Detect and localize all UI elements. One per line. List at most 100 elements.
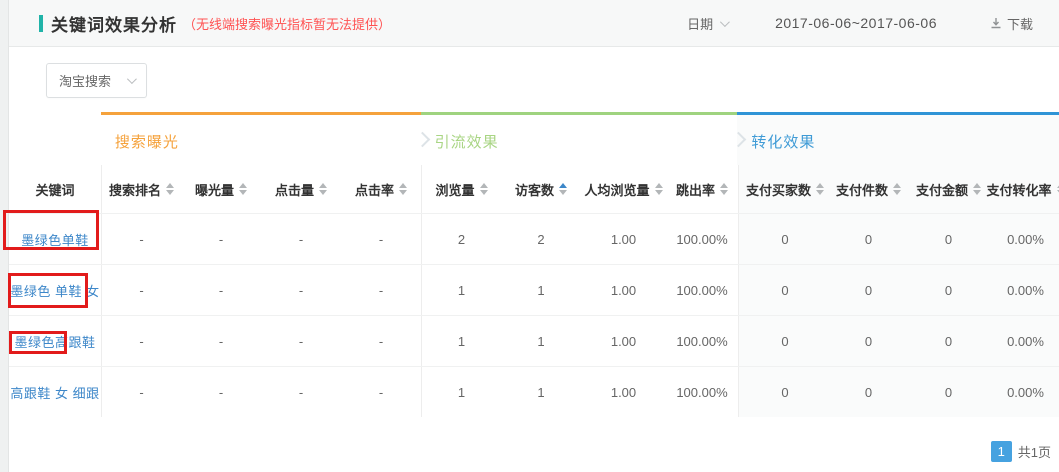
keyword-link[interactable]: 墨绿色高跟鞋: [14, 334, 96, 350]
cell-pageviews: 1: [421, 265, 501, 315]
cell-paid-conversion: 0.00%: [991, 316, 1059, 366]
date-dropdown[interactable]: 日期: [687, 14, 730, 33]
cell-visitors: 1: [537, 384, 545, 400]
col-header-keyword: 关键词: [35, 182, 75, 198]
title-accent-bar: [39, 14, 43, 32]
group-conversion-effect: 转化效果: [731, 112, 1059, 165]
cell-paid-amount: 0: [906, 214, 991, 264]
page-1-button[interactable]: 1: [990, 441, 1012, 462]
keyword-link[interactable]: 墨绿色 单鞋 女: [10, 283, 100, 299]
col-header-paid-buyers[interactable]: 支付买家数: [738, 165, 831, 213]
col-header-ctr[interactable]: 点击率: [341, 165, 421, 213]
cell-bounce-rate: 100.00%: [676, 231, 728, 247]
cell-pageviews: 2: [421, 214, 501, 264]
cell-ctr: -: [378, 333, 384, 349]
cell-paid-amount: 0: [906, 316, 991, 366]
keyword-link[interactable]: 墨绿色单鞋: [21, 232, 89, 248]
cell-search-rank: -: [101, 367, 181, 417]
cell-impressions: -: [218, 384, 224, 400]
sort-icon[interactable]: [166, 183, 174, 195]
sort-icon[interactable]: [816, 183, 824, 195]
sort-icon[interactable]: [720, 183, 728, 195]
cell-paid-items: 0: [831, 214, 906, 264]
sort-icon[interactable]: [893, 183, 901, 195]
table-row: 墨绿色单鞋 - - - - 2 2 1.00 100.00% 0 0 0 0.0…: [9, 213, 1059, 264]
group-search-exposure: 搜索曝光: [100, 112, 421, 165]
cell-paid-conversion: 0.00%: [991, 265, 1059, 315]
cell-paid-items: 0: [831, 367, 906, 417]
sort-icon[interactable]: [399, 183, 407, 195]
sort-icon[interactable]: [1056, 183, 1059, 195]
cell-paid-items: 0: [831, 265, 906, 315]
page-total-label: 共1页: [1017, 445, 1051, 460]
col-header-impressions[interactable]: 曝光量: [181, 165, 261, 213]
cell-bounce-rate: 100.00%: [676, 333, 728, 349]
keyword-cell: 墨绿色 单鞋 女: [9, 265, 101, 315]
cell-avg-pageviews: 1.00: [610, 333, 637, 349]
chevron-down-icon: [720, 16, 730, 27]
channel-select[interactable]: 淘宝搜索: [46, 63, 147, 98]
cell-pageviews: 1: [421, 316, 501, 366]
chevron-down-icon: [126, 74, 137, 85]
cell-paid-buyers: 0: [738, 316, 831, 366]
table-header-row: 关键词 搜索排名 曝光量 点击量 点击率 浏览量 访客数 人均浏览量 跳出率 支…: [9, 165, 1059, 213]
table-row: 墨绿色 单鞋 女 - - - - 1 1 1.00 100.00% 0 0 0 …: [9, 264, 1059, 315]
sort-icon[interactable]: [973, 183, 981, 195]
keyword-link[interactable]: 高跟鞋 女 细跟: [10, 385, 100, 401]
cell-paid-items: 0: [831, 316, 906, 366]
table-row: 墨绿色高跟鞋 - - - - 1 1 1.00 100.00% 0 0 0 0.…: [9, 315, 1059, 366]
filter-row: 淘宝搜索: [9, 47, 1059, 112]
cell-clicks: -: [298, 384, 304, 400]
pagination: 1 共1页: [990, 441, 1051, 462]
panel-titlebar: 关键词效果分析 （无线端搜索曝光指标暂无法提供） 日期 2017-06-06~2…: [9, 0, 1059, 47]
sort-icon[interactable]: [654, 183, 663, 195]
cell-ctr: -: [378, 231, 384, 247]
cell-visitors: 1: [537, 282, 545, 298]
keyword-cell: 墨绿色高跟鞋: [9, 316, 101, 366]
col-header-paid-items[interactable]: 支付件数: [831, 165, 906, 213]
cell-bounce-rate: 100.00%: [676, 282, 728, 298]
cell-search-rank: -: [101, 265, 181, 315]
group-label: 引流效果: [434, 134, 499, 151]
channel-select-value: 淘宝搜索: [59, 74, 112, 89]
sort-icon[interactable]: [319, 183, 327, 195]
download-label: 下载: [1006, 16, 1033, 32]
keyword-cell: 高跟鞋 女 细跟: [9, 367, 101, 417]
group-traffic-effect: 引流效果: [414, 112, 738, 165]
cell-ctr: -: [378, 282, 384, 298]
col-header-search-rank[interactable]: 搜索排名: [101, 165, 181, 213]
cell-avg-pageviews: 1.00: [610, 384, 637, 400]
sort-icon[interactable]: [479, 183, 488, 195]
cell-clicks: -: [298, 333, 304, 349]
table-row: 高跟鞋 女 细跟 - - - - 1 1 1.00 100.00% 0 0 0 …: [9, 366, 1059, 417]
col-header-paid-amount[interactable]: 支付金额: [906, 165, 991, 213]
cell-impressions: -: [218, 333, 224, 349]
cell-search-rank: -: [101, 316, 181, 366]
cell-paid-buyers: 0: [738, 265, 831, 315]
cell-search-rank: -: [101, 214, 181, 264]
sort-icon-active[interactable]: [559, 183, 567, 195]
cell-paid-conversion: 0.00%: [991, 214, 1059, 264]
group-label: 搜索曝光: [114, 134, 179, 151]
cell-clicks: -: [298, 282, 304, 298]
col-header-avg-pageviews[interactable]: 人均浏览量: [581, 165, 666, 213]
cell-paid-amount: 0: [906, 367, 991, 417]
keyword-cell: 墨绿色单鞋: [9, 214, 101, 264]
col-header-paid-conversion[interactable]: 支付转化率: [987, 165, 1059, 213]
cell-paid-buyers: 0: [738, 367, 831, 417]
download-button[interactable]: 下载: [989, 14, 1033, 33]
col-header-pageviews[interactable]: 浏览量: [421, 165, 501, 213]
group-label: 转化效果: [751, 134, 816, 151]
col-header-clicks[interactable]: 点击量: [261, 165, 341, 213]
cell-visitors: 2: [537, 231, 545, 247]
cell-clicks: -: [298, 231, 304, 247]
cell-pageviews: 1: [421, 367, 501, 417]
cell-avg-pageviews: 1.00: [610, 231, 637, 247]
date-range-value: 2017-06-06~2017-06-06: [775, 15, 937, 31]
cell-bounce-rate: 100.00%: [676, 384, 728, 400]
col-header-bounce-rate[interactable]: 跳出率: [666, 165, 738, 213]
col-header-visitors[interactable]: 访客数: [501, 165, 581, 213]
cell-visitors: 1: [537, 333, 545, 349]
metric-group-row: 搜索曝光 引流效果 转化效果: [9, 112, 1059, 165]
sort-icon[interactable]: [239, 183, 247, 195]
